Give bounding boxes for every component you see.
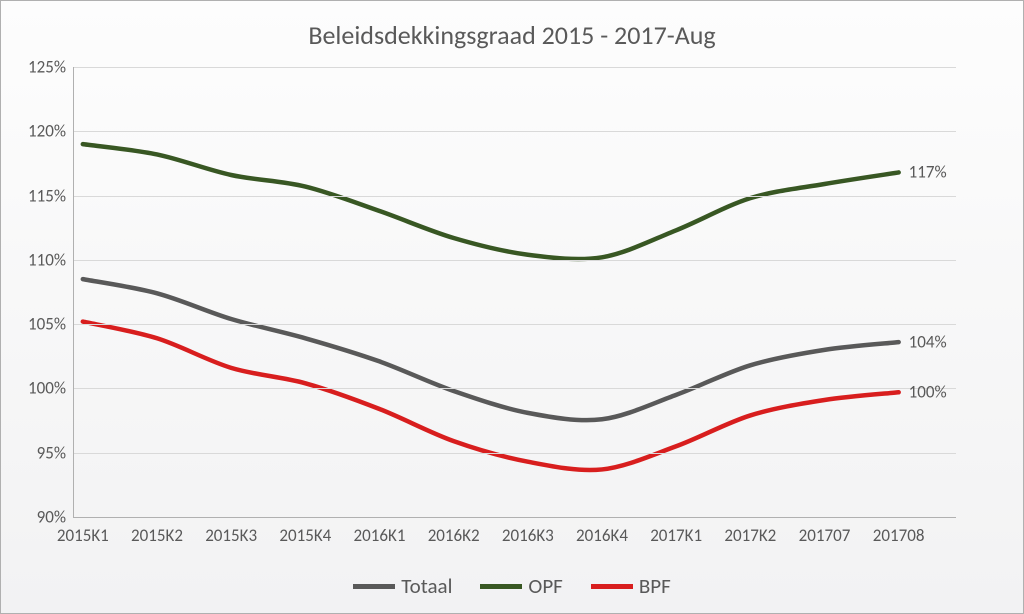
series-end-label-bpf: 100% [909,382,947,403]
legend-swatch-bpf [591,584,633,589]
chart-title: Beleidsdekkingsgraad 2015 - 2017-Aug [1,19,1023,51]
series-line-bpf [83,322,899,470]
x-axis-label: 2016K1 [354,525,406,546]
series-line-opf [83,144,899,259]
y-axis-label: 120% [28,121,66,142]
x-axis-label: 201707 [799,525,851,546]
y-axis-label: 125% [28,57,66,78]
series-end-label-totaal: 104% [909,332,947,353]
gridline-h [74,388,956,389]
legend-label: BPF [639,573,671,599]
x-axis-label: 2016K2 [428,525,480,546]
plot-area: 90%95%100%105%110%115%120%125%2015K12015… [73,67,956,518]
gridline-h [74,131,956,132]
legend-swatch-opf [480,584,522,589]
line-series-svg [74,67,956,517]
y-axis-label: 105% [28,314,66,335]
x-axis-label: 2016K3 [502,525,554,546]
gridline-h [74,453,956,454]
legend-item-totaal: Totaal [353,573,452,599]
legend-label: OPF [528,573,562,599]
gridline-h [74,67,956,68]
y-axis-label: 95% [37,442,66,463]
x-axis-label: 2017K1 [650,525,702,546]
legend-item-bpf: BPF [591,573,671,599]
x-axis-label: 2015K4 [279,525,331,546]
x-axis-label: 2015K3 [205,525,257,546]
legend: Totaal OPF BPF [1,569,1023,600]
y-axis-label: 100% [28,378,66,399]
series-end-label-opf: 117% [909,162,947,183]
legend-label: Totaal [401,573,452,599]
y-axis-label: 110% [28,249,66,270]
x-axis-label: 2017K2 [724,525,776,546]
gridline-h [74,260,956,261]
legend-swatch-totaal [353,584,395,589]
legend-item-opf: OPF [480,573,562,599]
x-axis-label: 2015K1 [57,525,109,546]
series-line-totaal [83,279,899,420]
gridline-h [74,324,956,325]
x-axis-label: 2015K2 [131,525,183,546]
chart-container: Beleidsdekkingsgraad 2015 - 2017-Aug 90%… [0,0,1024,614]
x-axis-label: 2016K4 [576,525,628,546]
gridline-h [74,196,956,197]
y-axis-label: 115% [28,185,66,206]
x-axis-label: 201708 [873,525,925,546]
